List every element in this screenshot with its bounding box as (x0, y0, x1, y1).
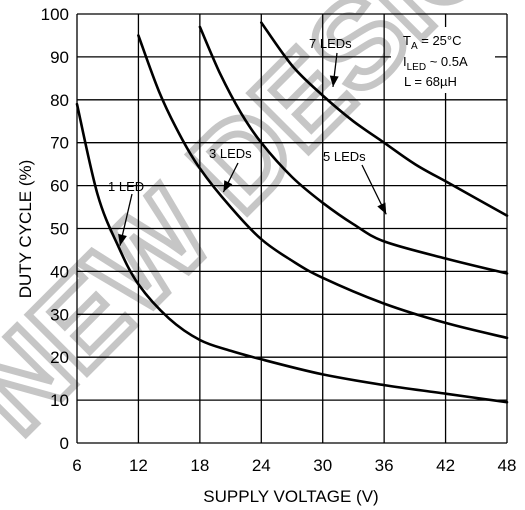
y-tick-label: 10 (50, 391, 69, 410)
y-tick-labels: 0 10 20 30 40 50 60 70 80 90 100 (41, 5, 69, 453)
y-tick-label: 0 (60, 434, 69, 453)
conditions-box (391, 27, 495, 93)
annotation-label-7-leds: 7 LEDs (309, 36, 352, 51)
grid (76, 13, 508, 444)
condition-inductance: L = 68µH (404, 74, 457, 89)
annotation-arrowhead-5-leds (377, 202, 387, 215)
condition-iled: ILED ~ 0.5A (403, 54, 468, 73)
x-tick-label: 48 (498, 456, 517, 475)
y-tick-label: 70 (50, 134, 69, 153)
y-tick-label: 80 (50, 91, 69, 110)
annotation-arrowhead-1-led (118, 233, 127, 246)
annotation-label-3-leds: 3 LEDs (209, 146, 252, 161)
test-conditions: TA = 25°C ILED ~ 0.5A L = 68µH (391, 27, 495, 93)
x-tick-label: 30 (313, 456, 332, 475)
x-tick-label: 12 (129, 456, 148, 475)
x-tick-label: 42 (436, 456, 455, 475)
y-tick-label: 60 (50, 177, 69, 196)
annotation-label-5-leds: 5 LEDs (323, 149, 366, 164)
condition-ta: TA = 25°C (403, 33, 462, 52)
y-tick-label: 40 (50, 262, 69, 281)
annotation-arrowhead-3-leds (223, 180, 233, 192)
x-tick-label: 24 (252, 456, 271, 475)
y-tick-label: 20 (50, 348, 69, 367)
series-annotations: 1 LED 3 LEDs 5 LEDs 7 LEDs (108, 36, 387, 246)
y-tick-label: 30 (50, 305, 69, 324)
series-line-3-leds (137, 34, 509, 340)
series-line-1-led (75, 102, 509, 404)
y-tick-label: 50 (50, 220, 69, 239)
annotation-arrowhead-7-leds (329, 75, 339, 87)
x-tick-label: 36 (375, 456, 394, 475)
y-axis-title: DUTY CYCLE (%) (16, 160, 35, 299)
series-line-7-leds (260, 21, 509, 217)
series-line-5-leds (198, 25, 509, 275)
annotation-label-1-led: 1 LED (108, 179, 144, 194)
x-tick-labels: 6 12 18 24 30 36 42 48 (72, 456, 516, 475)
x-axis-title: SUPPLY VOLTAGE (V) (203, 487, 378, 506)
x-tick-label: 6 (72, 456, 81, 475)
x-tick-label: 18 (190, 456, 209, 475)
y-tick-label: 90 (50, 48, 69, 67)
y-tick-label: 100 (41, 5, 69, 24)
series-lines (75, 21, 509, 404)
